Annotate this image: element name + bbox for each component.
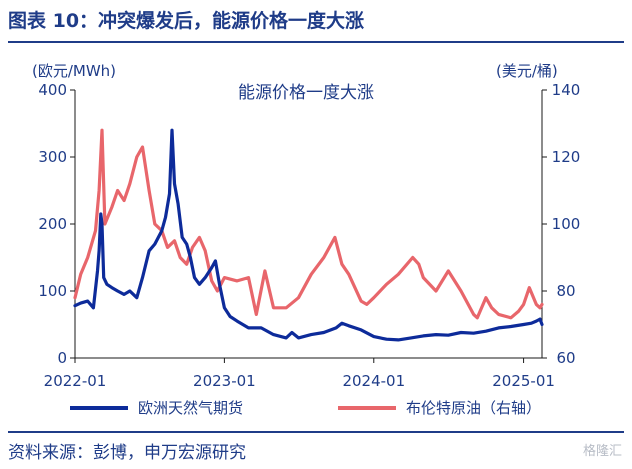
x-tick-label: 2024-01 [342, 372, 405, 390]
footer-rule [8, 431, 624, 433]
y-left-unit-label: (欧元/MWh) [32, 62, 116, 80]
x-tick-label: 2025-01 [492, 372, 555, 390]
y-left-tick-label: 300 [38, 148, 67, 166]
legend: 欧洲天然气期货 布伦特原油（右轴） [70, 399, 541, 417]
watermark: 格隆汇 [582, 444, 622, 459]
y-left-tick-label: 400 [38, 81, 67, 99]
chart-title: 能源价格一度大涨 [238, 83, 374, 103]
x-tick-label: 2022-01 [44, 372, 107, 390]
series-line-gas [73, 128, 544, 342]
x-tick-label: 2023-01 [193, 372, 256, 390]
y-right-tick-label: 60 [556, 349, 575, 367]
y-right-tick-label: 120 [552, 148, 581, 166]
y-right-tick-label: 80 [556, 282, 575, 300]
source-note: 资料来源：彭博，申万宏源研究 [8, 443, 246, 463]
y-left-tick-label: 200 [38, 215, 67, 233]
line-chart: (欧元/MWh) (美元/桶) 能源价格一度大涨 0 100 200 300 400 60… [32, 62, 580, 417]
series-line-oil [73, 128, 544, 320]
series-layer [73, 128, 544, 342]
legend-item-oil-label: 布伦特原油（右轴） [406, 399, 541, 417]
y-right-tick-label: 140 [552, 81, 581, 99]
figure-title: 图表 10：冲突爆发后，能源价格一度大涨 [8, 10, 365, 32]
y-left-tick-label: 0 [57, 349, 67, 367]
y-right-tick-label: 100 [552, 215, 581, 233]
title-rule [8, 41, 624, 43]
y-left-tick-label: 100 [38, 282, 67, 300]
y-right-unit-label: (美元/桶) [496, 62, 558, 80]
legend-item-gas-label: 欧洲天然气期货 [138, 399, 243, 417]
axes-layer: 0 100 200 300 400 60 80 100 120 140 2022-01 2023-01… [38, 81, 580, 390]
